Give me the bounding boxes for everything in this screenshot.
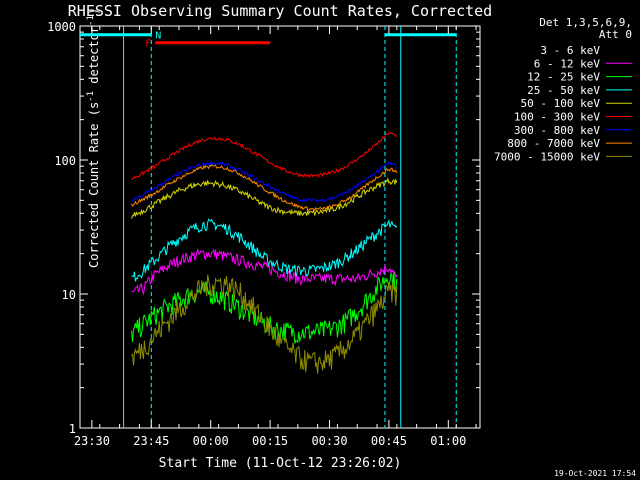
legend-header-attenuator: Att 0 <box>599 28 632 41</box>
y-axis-label-exponent-1: -1 <box>86 91 96 102</box>
series-line-6 <box>131 160 397 204</box>
y-tick-label-2: 100 <box>54 154 76 168</box>
legend-header: Det 1,3,5,6,9, Att 0 <box>539 16 632 41</box>
x-tick-label-0: 23:30 <box>74 434 110 448</box>
series-line-1 <box>131 247 398 296</box>
plot-area: FN <box>79 25 481 429</box>
x-tick-label-4: 00:30 <box>311 434 347 448</box>
chart-title: RHESSI Observing Summary Count Rates, Co… <box>68 2 492 20</box>
series-line-7 <box>131 164 398 212</box>
footer-date: 19-Oct-2021 17:54 <box>554 469 636 478</box>
y-tick-label-1: 10 <box>62 288 76 302</box>
series-line-3 <box>131 218 398 282</box>
series-line-2 <box>131 271 398 344</box>
legend-label-2: 12 - 25 keV <box>527 71 600 84</box>
legend-label-7: 800 - 7000 keV <box>507 137 600 150</box>
legend-label-3: 25 - 50 keV <box>527 84 600 97</box>
x-tick-label-6: 01:00 <box>430 434 466 448</box>
y-axis-label-end: ) <box>87 8 101 15</box>
legend-label-0: 3 - 6 keV <box>540 44 600 57</box>
series-line-4 <box>131 177 398 219</box>
x-tick-label-5: 00:45 <box>371 434 407 448</box>
y-tick-label-0: 1 <box>69 422 76 436</box>
flare-flag-label: F <box>145 39 151 50</box>
legend-label-6: 300 - 800 keV <box>514 124 600 137</box>
legend-label-1: 6 - 12 keV <box>534 57 601 70</box>
legend-label-4: 50 - 100 keV <box>521 97 601 110</box>
plot-frame <box>79 25 481 429</box>
y-axis-label-main: Corrected Count Rate (s <box>87 102 101 268</box>
legend-header-detectors: Det 1,3,5,6,9, <box>539 16 632 29</box>
y-tick-label-3: 1000 <box>47 20 76 34</box>
y-axis-label-mid: detector <box>87 26 101 91</box>
x-tick-label-1: 23:45 <box>133 434 169 448</box>
legend-label-5: 100 - 300 keV <box>514 111 600 124</box>
x-tick-label-3: 00:15 <box>252 434 288 448</box>
series-line-0 <box>131 207 398 396</box>
series-line-5 <box>131 131 398 181</box>
legend-label-8: 7000 - 15000 keV <box>494 150 600 163</box>
series-line-8 <box>131 274 398 374</box>
axis-ticks: 23:30 23:45 00:00 00:15 00:30 00:45 01:00 1 10 10… <box>47 20 480 448</box>
x-axis-label: Start Time (11-Oct-12 23:26:02) <box>159 456 402 471</box>
y-axis-label-exponent-2: -1 <box>86 15 96 26</box>
x-tick-label-2: 00:00 <box>193 434 229 448</box>
y-axis-label: Corrected Count Rate (s-1 detector-1) <box>86 8 101 268</box>
night-flag-label: N <box>155 31 161 42</box>
